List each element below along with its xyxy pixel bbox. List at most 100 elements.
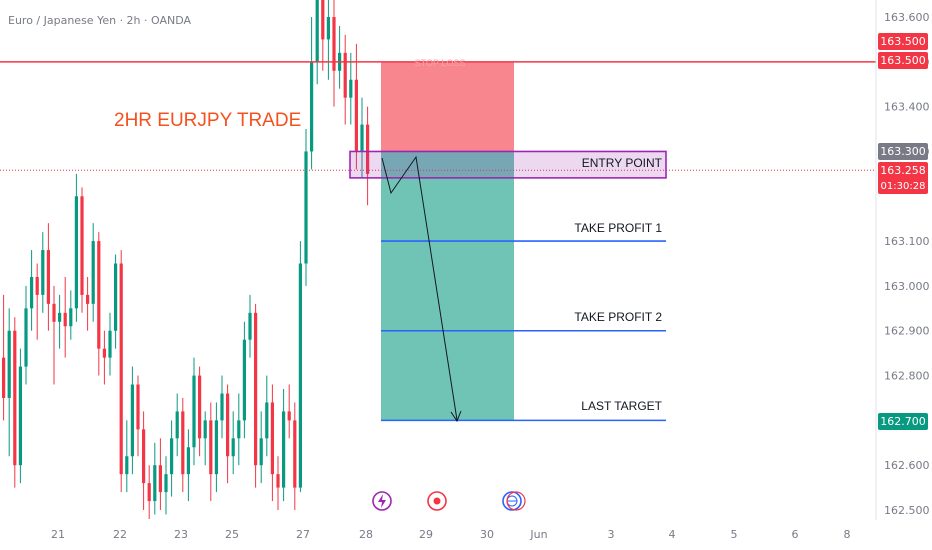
candle-body [242, 339, 246, 421]
globe-icon[interactable] [502, 491, 526, 511]
candle-body [91, 241, 95, 304]
level-label: LAST TARGET [581, 399, 662, 413]
candle-body [170, 438, 174, 475]
candle-body [203, 420, 207, 439]
y-tick-label: 162.500 [884, 504, 930, 517]
candle-body [237, 420, 241, 439]
take-profit-zone [381, 151, 514, 421]
candle-body [30, 276, 34, 309]
candle-body [366, 124, 370, 174]
price-tag-text: 162.700 [880, 415, 926, 428]
price-tag [878, 52, 928, 69]
candle-body [52, 303, 56, 322]
candle-body [310, 61, 314, 152]
x-tick-label: 22 [113, 528, 127, 541]
price-axis[interactable]: 163.600163.500163.400163.300163.100163.0… [884, 11, 930, 517]
candle-body [74, 196, 78, 309]
candle-body [119, 263, 123, 475]
candle-body [175, 411, 179, 439]
level-label: STOP LOSS [415, 58, 466, 68]
candle-body [80, 196, 84, 295]
candle-body [254, 312, 258, 466]
y-tick-label: 162.600 [884, 459, 930, 472]
candle-body [86, 294, 90, 304]
candle-body [46, 250, 50, 304]
candle-body [248, 312, 252, 340]
y-tick-label: 163.000 [884, 280, 930, 293]
candle-body [332, 17, 336, 71]
candle-body [315, 0, 319, 62]
candle-body [354, 79, 358, 152]
candle-body [2, 357, 6, 398]
arrow-head [450, 410, 462, 423]
entry-zone-box [349, 150, 667, 179]
y-tick-label: 163.100 [884, 235, 930, 248]
trade-overlay: STOP LOSS ENTRY POINT TAKE PROFIT 1 TAKE PR… [0, 58, 876, 423]
candle-body [181, 411, 185, 475]
candle-body [63, 312, 67, 327]
stop-loss-zone [381, 61, 514, 152]
x-tick-label: 28 [359, 528, 373, 541]
level-label: TAKE PROFIT 2 [574, 310, 662, 324]
y-tick-label: 163.600 [884, 11, 930, 24]
y-tick-label: 163.400 [884, 101, 930, 114]
candle-body [265, 402, 269, 439]
candle-body [304, 151, 308, 264]
y-tick-label: 162.900 [884, 325, 930, 338]
x-tick-label: 30 [480, 528, 494, 541]
candle-body [41, 250, 45, 295]
level-label: ENTRY POINT [582, 156, 663, 170]
candle-body [231, 438, 235, 457]
x-tick-label: 8 [844, 528, 851, 541]
candle-body [220, 393, 224, 421]
x-tick-label: 6 [792, 528, 799, 541]
candle-body [102, 348, 106, 358]
candle-body [282, 411, 286, 488]
level-label: TAKE PROFIT 1 [574, 221, 662, 235]
price-tag-text: 163.500 [880, 35, 926, 48]
candle-body [69, 308, 73, 327]
candle-body [293, 420, 297, 488]
candle-body [136, 384, 140, 430]
candle-body [209, 420, 213, 475]
x-tick-label: 21 [51, 528, 65, 541]
candle-body [142, 429, 146, 484]
candle-body [186, 447, 190, 475]
time-axis[interactable]: 21 22 23 25 27 28 29 30 Jun 3 4 5 6 8 [51, 528, 851, 541]
candle-body [164, 474, 168, 493]
candle-body [287, 411, 291, 421]
candle-body [13, 330, 17, 466]
candle-body [192, 375, 196, 448]
x-tick-label: 29 [419, 528, 433, 541]
candle-body [153, 465, 157, 502]
candle-body [198, 375, 202, 439]
lightning-icon[interactable] [372, 491, 392, 511]
price-tag [878, 162, 928, 194]
candles [2, 0, 370, 519]
price-tag-text: 163.500 [880, 54, 926, 67]
price-tag [878, 413, 928, 430]
candle-body [276, 474, 280, 488]
candle-body [259, 438, 263, 466]
candle-body [226, 393, 230, 457]
event-icons[interactable] [372, 491, 526, 511]
price-tags: 163.500 163.500 163.300 163.258 01:30:28 162.… [878, 33, 928, 430]
chart-title: 2HR EURJPY TRADE [114, 110, 301, 131]
candle-body [58, 312, 62, 322]
record-icon[interactable] [427, 491, 447, 511]
x-tick-label: Jun [529, 528, 547, 541]
x-tick-label: 5 [731, 528, 738, 541]
candle-body [321, 0, 325, 40]
candle-body [343, 52, 347, 98]
price-tag [878, 33, 928, 50]
candle-body [158, 465, 162, 493]
price-tag-text: 163.300 [880, 145, 926, 158]
chart-header: Euro / Japanese Yen · 2h · OANDA [8, 14, 192, 27]
x-tick-label: 23 [174, 528, 188, 541]
price-tag [878, 143, 928, 160]
x-tick-label: 4 [669, 528, 676, 541]
candle-body [24, 308, 28, 367]
candle-body [360, 124, 364, 152]
candle-body [270, 402, 274, 475]
